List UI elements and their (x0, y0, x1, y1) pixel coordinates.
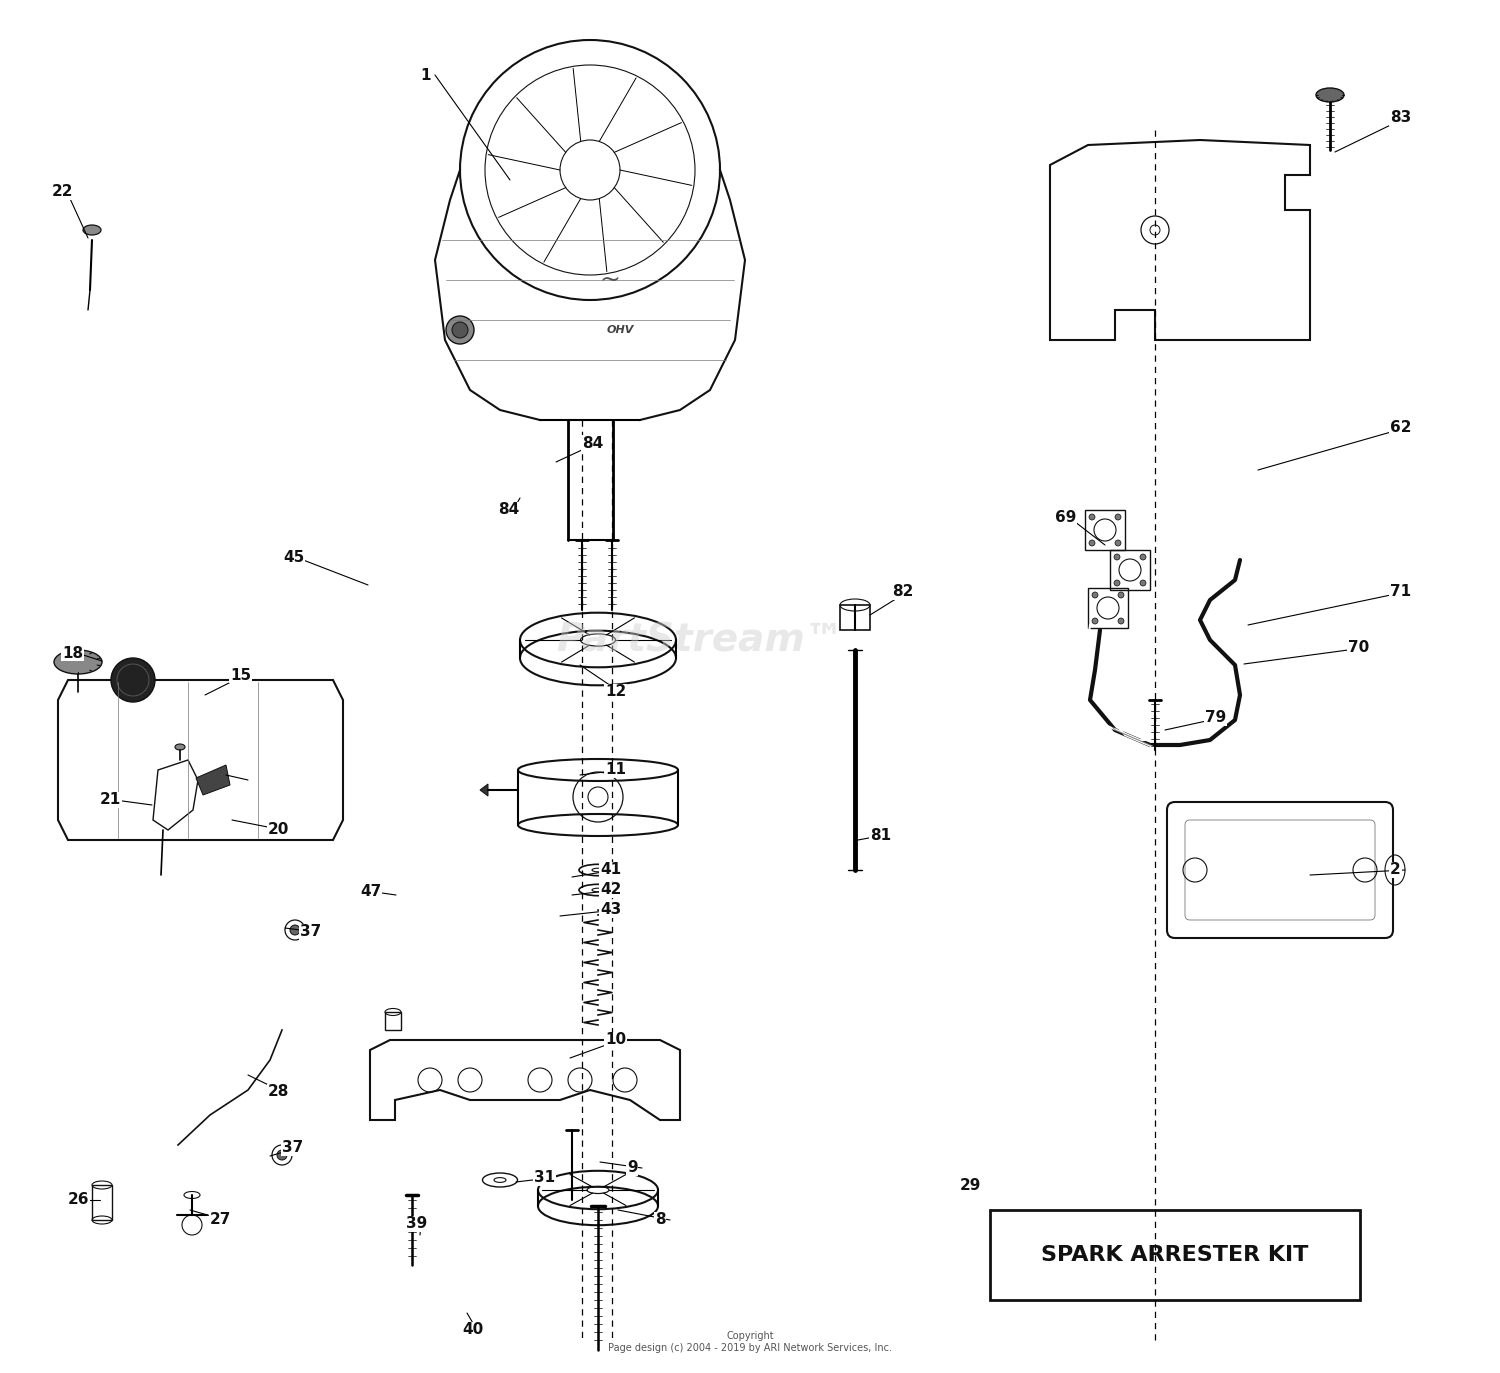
Circle shape (290, 925, 300, 935)
Circle shape (1114, 553, 1120, 560)
Circle shape (446, 316, 474, 345)
Text: 71: 71 (1390, 585, 1411, 600)
Text: 20: 20 (268, 822, 290, 838)
Text: 37: 37 (282, 1141, 303, 1156)
Bar (840, 605, 870, 630)
Text: 31: 31 (534, 1171, 555, 1185)
Ellipse shape (54, 649, 102, 674)
Text: 84: 84 (582, 435, 603, 450)
Text: 84: 84 (498, 503, 519, 518)
Circle shape (1092, 592, 1098, 599)
Text: 47: 47 (360, 884, 381, 899)
Text: 1: 1 (420, 67, 430, 82)
Text: 45: 45 (284, 551, 304, 566)
Text: Copyright
Page design (c) 2004 - 2019 by ARI Network Services, Inc.: Copyright Page design (c) 2004 - 2019 by… (608, 1332, 892, 1352)
Text: 82: 82 (892, 585, 914, 600)
Circle shape (1118, 592, 1124, 599)
Text: 40: 40 (462, 1322, 483, 1337)
Text: 39: 39 (406, 1216, 427, 1232)
Bar (1088, 588, 1128, 627)
Text: 37: 37 (300, 924, 321, 939)
Text: 70: 70 (1348, 640, 1370, 655)
Text: 42: 42 (600, 883, 621, 898)
Circle shape (1089, 514, 1095, 520)
Text: 81: 81 (870, 828, 891, 843)
Text: 8: 8 (656, 1212, 666, 1227)
Text: 27: 27 (210, 1212, 231, 1227)
Text: 11: 11 (604, 762, 625, 777)
Text: 9: 9 (627, 1160, 638, 1175)
Circle shape (1140, 579, 1146, 586)
Polygon shape (196, 765, 230, 795)
Circle shape (1114, 579, 1120, 586)
Text: 79: 79 (1204, 710, 1227, 725)
Ellipse shape (82, 225, 100, 235)
Circle shape (452, 323, 468, 338)
Bar (386, 1012, 400, 1030)
Text: 26: 26 (68, 1193, 90, 1207)
Text: 21: 21 (100, 792, 122, 807)
Circle shape (1114, 514, 1120, 520)
Text: PartStream™: PartStream™ (556, 621, 844, 659)
Bar (1084, 509, 1125, 551)
Circle shape (111, 658, 154, 702)
Circle shape (278, 1151, 286, 1160)
Text: 22: 22 (53, 184, 74, 199)
Text: 43: 43 (600, 902, 621, 917)
Text: 29: 29 (960, 1178, 981, 1193)
Text: 41: 41 (600, 862, 621, 877)
Text: 83: 83 (1390, 110, 1411, 125)
Text: 69: 69 (1054, 511, 1077, 526)
Circle shape (1140, 553, 1146, 560)
Text: 28: 28 (268, 1085, 290, 1100)
Ellipse shape (176, 744, 184, 750)
Text: 10: 10 (604, 1032, 625, 1048)
Text: 62: 62 (1390, 420, 1411, 435)
Circle shape (1092, 618, 1098, 623)
Bar (92, 1185, 112, 1221)
Text: 2: 2 (1390, 862, 1401, 877)
Text: OHV: OHV (606, 325, 633, 335)
Text: 12: 12 (604, 685, 627, 699)
Circle shape (1118, 618, 1124, 623)
Bar (1110, 551, 1150, 590)
Circle shape (1089, 540, 1095, 546)
Text: SPARK ARRESTER KIT: SPARK ARRESTER KIT (1041, 1245, 1308, 1265)
Text: ~: ~ (600, 268, 621, 292)
Polygon shape (480, 784, 488, 796)
Text: 15: 15 (230, 667, 251, 682)
Text: 18: 18 (62, 645, 82, 660)
Circle shape (1114, 540, 1120, 546)
Ellipse shape (1316, 88, 1344, 102)
